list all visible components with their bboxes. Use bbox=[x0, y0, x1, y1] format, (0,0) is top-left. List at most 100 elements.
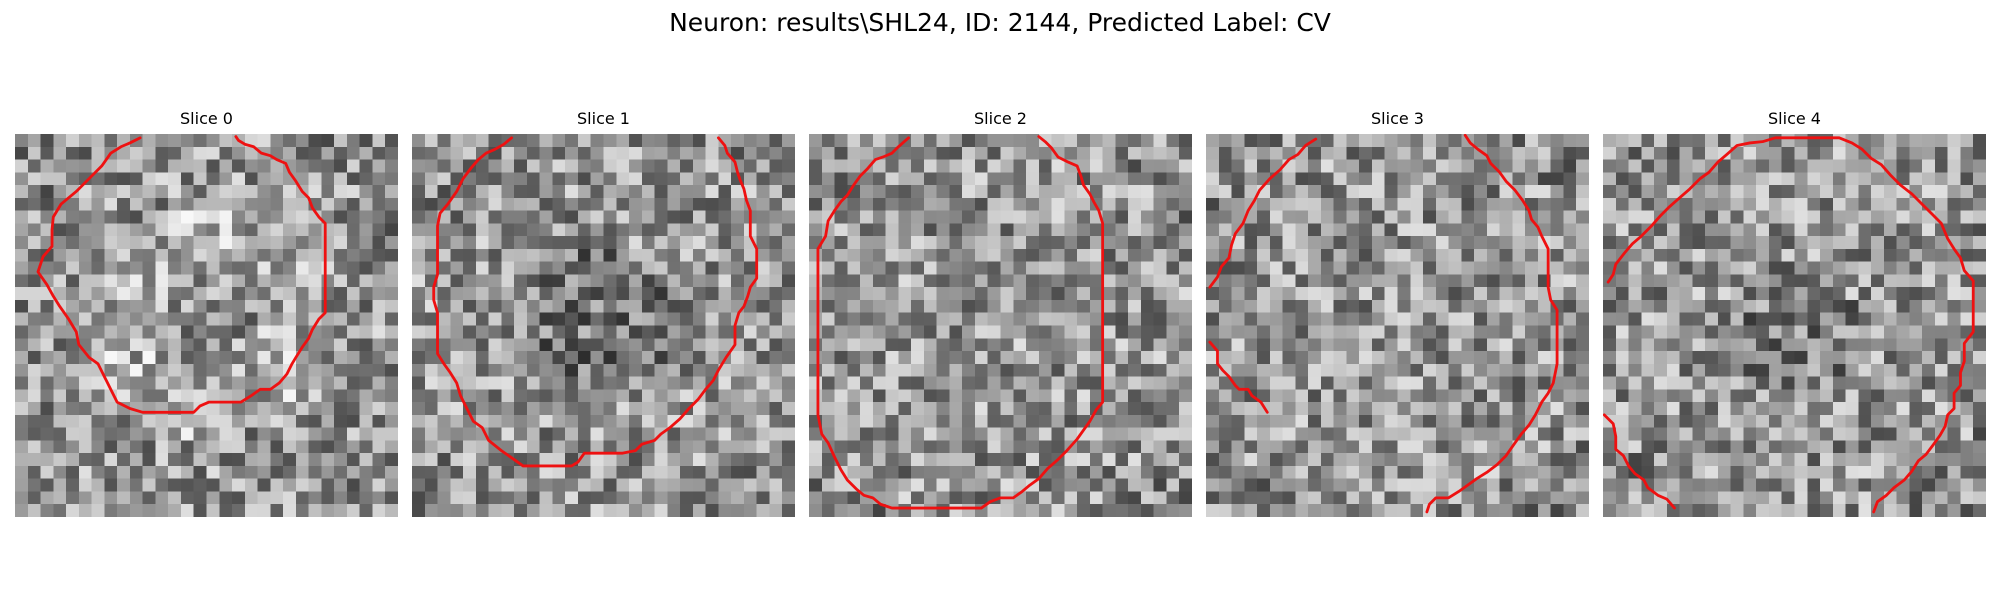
pixel bbox=[705, 491, 719, 505]
pixel bbox=[270, 351, 284, 365]
pixel bbox=[565, 402, 579, 416]
pixel bbox=[1679, 287, 1693, 301]
pixel bbox=[1576, 491, 1589, 505]
pixel bbox=[923, 134, 937, 148]
pixel bbox=[1858, 248, 1872, 262]
pixel bbox=[308, 223, 322, 237]
pixel bbox=[1102, 146, 1116, 160]
pixel bbox=[1666, 134, 1680, 148]
pixel bbox=[1871, 325, 1885, 339]
pixel bbox=[142, 338, 156, 352]
pixel bbox=[1794, 312, 1808, 326]
pixel bbox=[1231, 210, 1245, 224]
pixel bbox=[334, 236, 348, 250]
pixel bbox=[1499, 261, 1513, 275]
pixel bbox=[1807, 210, 1821, 224]
pixel bbox=[1603, 363, 1617, 377]
pixel bbox=[450, 312, 464, 326]
pixel bbox=[372, 491, 386, 505]
pixel bbox=[539, 427, 553, 441]
pixel bbox=[1960, 453, 1974, 467]
pixel bbox=[641, 287, 655, 301]
pixel bbox=[1666, 236, 1680, 250]
pixel bbox=[526, 440, 540, 454]
pixel bbox=[53, 414, 67, 428]
pixel bbox=[1705, 261, 1719, 275]
pixel bbox=[193, 453, 207, 467]
pixel bbox=[129, 197, 143, 211]
pixel bbox=[1000, 261, 1014, 275]
pixel bbox=[475, 491, 489, 505]
pixel bbox=[809, 261, 823, 275]
pixel bbox=[1461, 402, 1475, 416]
pixel bbox=[1499, 376, 1513, 390]
pixel bbox=[334, 363, 348, 377]
pixel bbox=[987, 440, 1001, 454]
pixel bbox=[1896, 491, 1910, 505]
pixel bbox=[295, 146, 309, 160]
pixel bbox=[91, 287, 105, 301]
pixel bbox=[987, 197, 1001, 211]
pixel bbox=[705, 261, 719, 275]
pixel bbox=[1308, 325, 1322, 339]
pixel bbox=[641, 185, 655, 199]
pixel bbox=[629, 287, 643, 301]
pixel bbox=[117, 146, 131, 160]
pixel bbox=[1102, 465, 1116, 479]
pixel bbox=[1397, 465, 1411, 479]
pixel bbox=[1743, 299, 1757, 313]
pixel bbox=[1218, 389, 1232, 403]
pixel bbox=[53, 134, 67, 148]
pixel bbox=[1563, 185, 1577, 199]
pixel bbox=[680, 223, 694, 237]
pixel bbox=[463, 351, 477, 365]
pixel bbox=[1013, 274, 1027, 288]
pixel bbox=[180, 146, 194, 160]
pixel bbox=[155, 274, 169, 288]
pixel bbox=[450, 248, 464, 262]
pixel bbox=[78, 351, 92, 365]
pixel bbox=[180, 248, 194, 262]
pixel bbox=[219, 504, 233, 517]
pixel bbox=[1089, 427, 1103, 441]
pixel bbox=[936, 312, 950, 326]
pixel bbox=[1820, 146, 1834, 160]
pixel bbox=[321, 427, 335, 441]
pixel bbox=[1692, 325, 1706, 339]
pixel bbox=[1026, 134, 1040, 148]
pixel bbox=[1231, 197, 1245, 211]
pixel bbox=[756, 210, 770, 224]
pixel bbox=[821, 197, 835, 211]
pixel bbox=[1115, 248, 1129, 262]
pixel bbox=[1896, 274, 1910, 288]
pixel bbox=[860, 146, 874, 160]
pixel bbox=[463, 504, 477, 517]
pixel bbox=[463, 134, 477, 148]
pixel bbox=[1448, 210, 1462, 224]
pixel bbox=[1794, 210, 1808, 224]
pixel bbox=[565, 159, 579, 173]
pixel bbox=[1550, 465, 1564, 479]
pixel bbox=[1883, 465, 1897, 479]
pixel bbox=[488, 465, 502, 479]
pixel bbox=[629, 299, 643, 313]
pixel bbox=[1692, 453, 1706, 467]
pixel bbox=[1807, 287, 1821, 301]
pixel bbox=[526, 312, 540, 326]
pixel bbox=[1102, 236, 1116, 250]
pixel bbox=[1026, 338, 1040, 352]
pixel bbox=[552, 465, 566, 479]
pixel bbox=[1064, 478, 1078, 492]
pixel bbox=[1089, 465, 1103, 479]
pixel bbox=[1705, 274, 1719, 288]
pixel bbox=[412, 185, 426, 199]
pixel bbox=[539, 146, 553, 160]
pixel bbox=[15, 478, 29, 492]
pixel bbox=[1845, 185, 1859, 199]
pixel bbox=[1730, 453, 1744, 467]
pixel bbox=[1717, 504, 1731, 517]
pixel bbox=[872, 325, 886, 339]
pixel bbox=[1000, 338, 1014, 352]
pixel bbox=[1563, 363, 1577, 377]
pixel bbox=[616, 325, 630, 339]
